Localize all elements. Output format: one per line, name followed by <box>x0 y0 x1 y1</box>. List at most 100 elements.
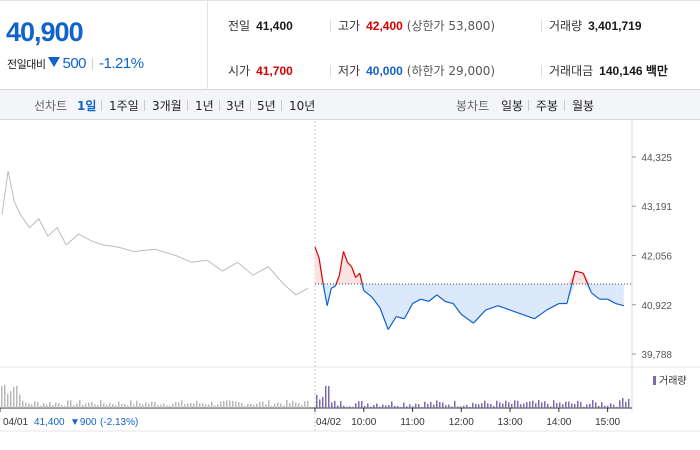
volume-bar <box>145 402 147 408</box>
volume-bar <box>133 404 135 408</box>
volume-bar <box>217 404 219 408</box>
volume-bar <box>406 406 408 408</box>
volume-bar <box>166 405 168 408</box>
price-change-row: 전일대비 500 -1.21% <box>7 55 144 72</box>
rise-segment <box>318 257 324 285</box>
volume-legend-label: 거래량 <box>659 375 687 387</box>
volume-bar <box>328 386 330 408</box>
volume-bar <box>337 405 339 408</box>
volume-bar <box>373 405 375 408</box>
fall-segment <box>326 288 332 306</box>
volume-bar <box>541 402 543 408</box>
fall-segment <box>607 298 617 305</box>
volume-bar <box>523 403 525 408</box>
divider <box>330 65 331 77</box>
volume-bar <box>88 402 90 408</box>
volume-bar <box>19 394 21 408</box>
volume-bar <box>208 404 210 408</box>
volume-bar <box>46 404 48 408</box>
volume-bar <box>124 403 126 408</box>
period-3m[interactable]: 3개월 <box>152 99 182 113</box>
volume-bar <box>277 402 279 408</box>
volume-bar <box>100 400 102 408</box>
high-stat: 고가 42,400 (상한가 53,800) <box>338 17 495 34</box>
y-axis-ticks: 44,325 43,191 42,056 40,922 39,788 <box>632 153 672 361</box>
period-3y[interactable]: 3년 <box>226 99 245 113</box>
period-1w[interactable]: 1주일 <box>109 99 139 113</box>
volume-bar <box>439 401 441 408</box>
volume-bar <box>187 403 189 408</box>
fall-segment <box>428 294 438 302</box>
prev-close-stat: 전일 41,400 <box>228 17 293 34</box>
volume-bar <box>13 387 15 408</box>
volume-bar <box>397 405 399 408</box>
fall-segment <box>444 300 454 305</box>
volume-bar <box>199 403 201 408</box>
candle-weekly[interactable]: 주봉 <box>536 99 559 113</box>
volume-legend-swatch <box>653 376 656 385</box>
change-label: 전일대비 <box>7 57 46 71</box>
divider <box>187 100 188 111</box>
volume-bar <box>319 399 321 408</box>
volume-bar <box>508 402 510 408</box>
volume-bar <box>457 406 459 408</box>
volume-bar <box>130 400 132 408</box>
fall-segment <box>546 303 560 311</box>
period-1d[interactable]: 1일 <box>77 99 97 113</box>
fall-segment <box>322 283 328 306</box>
volume-bar <box>169 405 171 408</box>
low-stat: 저가 40,000 (하한가 29,000) <box>338 62 495 79</box>
y-tick-label: 43,191 <box>641 202 672 213</box>
volume-bar <box>340 401 342 408</box>
price-chart-svg[interactable]: 44,325 43,191 42,056 40,922 39,788 04/02 10:0… <box>0 121 700 450</box>
candle-monthly[interactable]: 월봉 <box>572 99 595 113</box>
x-tick-label: 04/02 <box>316 417 341 428</box>
candle-chart-label: 봉차트 <box>456 99 490 113</box>
rise-segment <box>335 275 340 285</box>
fall-segment <box>334 283 337 287</box>
volume-bar <box>109 402 111 408</box>
volume-bar <box>565 401 567 408</box>
volume-bar <box>454 400 456 408</box>
volume-bar <box>73 405 75 408</box>
volume-bar <box>298 403 300 408</box>
volume-bar <box>70 400 72 408</box>
volume-bar <box>229 400 231 408</box>
period-5y[interactable]: 5년 <box>257 99 276 113</box>
volume-bar <box>469 406 471 408</box>
x-tick-label: 12:00 <box>449 417 474 428</box>
volume-bar <box>559 402 561 408</box>
volume-bar <box>1 386 3 408</box>
volume-bar <box>610 403 612 408</box>
volume-bar <box>355 403 357 408</box>
volume-bar <box>580 401 582 408</box>
period-1y[interactable]: 1년 <box>195 99 214 113</box>
volume-bar <box>286 400 288 408</box>
volume-bar <box>40 405 42 408</box>
intraday-chart[interactable]: 44,325 43,191 42,056 40,922 39,788 04/02 10:0… <box>0 121 700 450</box>
volume-bar <box>34 401 36 408</box>
volume-bar <box>616 406 618 408</box>
volume-bar <box>601 402 603 408</box>
volume-bar <box>52 405 54 408</box>
fall-segment <box>566 283 573 304</box>
volume-bar <box>346 406 348 408</box>
fall-area <box>315 284 624 330</box>
candle-daily[interactable]: 일봉 <box>501 99 524 113</box>
prev-close-value: 41,400 <box>256 19 293 33</box>
x-tick-label: 10:00 <box>351 417 376 428</box>
volume-bar <box>94 404 96 408</box>
fall-segment <box>371 296 381 309</box>
divider <box>541 65 542 77</box>
divider <box>541 20 542 32</box>
volume-bar <box>268 400 270 408</box>
open-label: 시가 <box>228 64 251 78</box>
volume-label: 거래량 <box>549 19 583 33</box>
volume-bar <box>382 404 384 408</box>
volume-bar <box>226 400 228 408</box>
y-tick-label: 39,788 <box>641 350 672 361</box>
chart-period-toolbar: 선차트 1일 1주일 3개월 1년 3년 5년 10년 봉차트 일봉 주봉 월봉 <box>0 90 700 120</box>
period-10y[interactable]: 10년 <box>289 99 316 113</box>
volume-bar <box>256 403 258 408</box>
volume-bar <box>220 401 222 408</box>
